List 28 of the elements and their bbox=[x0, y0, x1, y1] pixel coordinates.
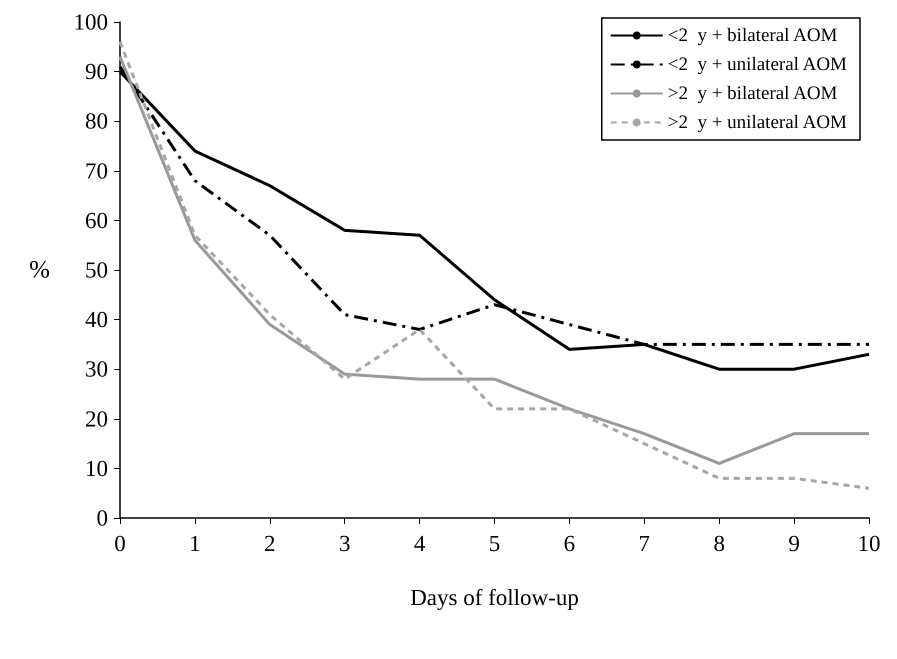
y-tick-label: 100 bbox=[74, 10, 108, 34]
legend-label: >2 y + unilateral AOM bbox=[668, 112, 848, 133]
x-tick-label: 4 bbox=[414, 531, 426, 556]
y-tick-label: 50 bbox=[85, 258, 108, 282]
y-tick-label: 90 bbox=[85, 59, 108, 84]
y-tick-label: 30 bbox=[85, 356, 108, 382]
x-tick-label: 0 bbox=[114, 531, 126, 556]
y-tick-label: 20 bbox=[85, 406, 108, 432]
x-tick-label: 10 bbox=[858, 531, 880, 556]
y-tick-label: 70 bbox=[85, 158, 108, 184]
y-tick-label: 0 bbox=[96, 506, 108, 530]
y-axis-title: % bbox=[29, 256, 50, 284]
x-tick-label: 2 bbox=[264, 531, 276, 556]
legend-label: <2 y + bilateral AOM bbox=[668, 25, 838, 46]
legend-label: <2 y + unilateral AOM bbox=[668, 54, 848, 75]
x-tick-label: 5 bbox=[488, 531, 500, 556]
x-tick-label: 3 bbox=[338, 531, 350, 556]
x-axis-title: Days of follow-up bbox=[410, 585, 579, 610]
y-tick-label: 80 bbox=[85, 108, 108, 134]
y-tick-label: 10 bbox=[85, 456, 108, 481]
y-tick-label: 60 bbox=[85, 208, 108, 233]
x-tick-label: 6 bbox=[564, 531, 576, 556]
x-tick-label: 8 bbox=[713, 531, 725, 556]
x-tick-label: 9 bbox=[788, 531, 800, 556]
x-tick-label: 1 bbox=[189, 531, 201, 556]
x-tick-label: 7 bbox=[638, 531, 650, 556]
y-tick-label: 40 bbox=[85, 307, 108, 332]
legend-label: >2 y + bilateral AOM bbox=[668, 83, 838, 104]
